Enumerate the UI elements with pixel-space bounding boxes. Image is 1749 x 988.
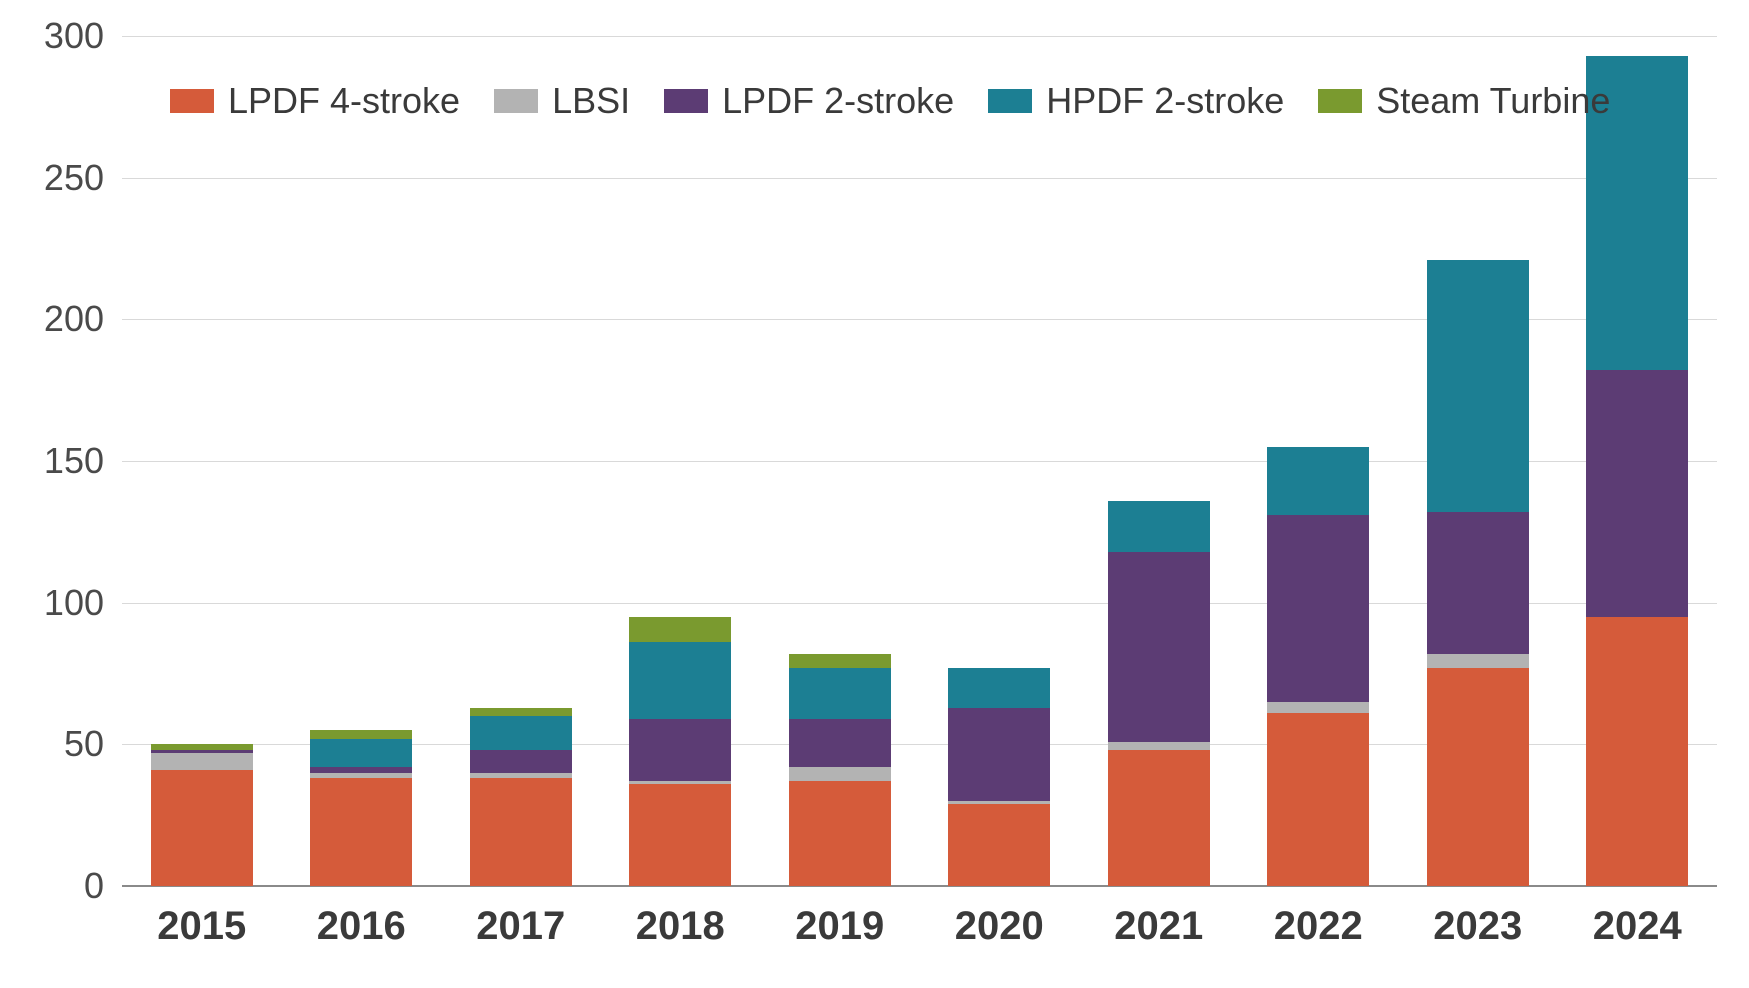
x-tick-label: 2015 — [157, 886, 246, 949]
bar-group — [629, 36, 731, 886]
bar-group — [948, 36, 1050, 886]
bar-segment-lbsi — [948, 801, 1050, 804]
bar-segment-hpdf2 — [1108, 501, 1210, 552]
bar-group — [1108, 36, 1210, 886]
bar-segment-lpdf2 — [151, 750, 253, 753]
bar-segment-lbsi — [310, 773, 412, 779]
bar-group — [1586, 36, 1688, 886]
bar-segment-steam — [789, 654, 891, 668]
bar-segment-lpdf4 — [310, 778, 412, 886]
x-tick-label: 2016 — [317, 886, 406, 949]
legend-item-lpdf4: LPDF 4-stroke — [170, 80, 460, 122]
legend: LPDF 4-stroke LBSI LPDF 2-stroke HPDF 2-str… — [170, 80, 1610, 122]
bar-segment-lpdf4 — [1586, 617, 1688, 886]
legend-item-lpdf2: LPDF 2-stroke — [664, 80, 954, 122]
x-tick-label: 2019 — [795, 886, 884, 949]
bar-segment-lpdf4 — [1427, 668, 1529, 886]
bar-segment-hpdf2 — [948, 668, 1050, 708]
bar-segment-lbsi — [1108, 742, 1210, 751]
bar-segment-lpdf2 — [310, 767, 412, 773]
y-tick-label: 50 — [64, 723, 122, 765]
bar-segment-lpdf4 — [629, 784, 731, 886]
legend-swatch — [988, 89, 1032, 113]
bar-segment-lpdf2 — [1427, 512, 1529, 654]
bar-segment-hpdf2 — [470, 716, 572, 750]
bar-segment-lpdf2 — [1108, 552, 1210, 742]
bar-segment-lbsi — [1427, 654, 1529, 668]
x-tick-label: 2022 — [1274, 886, 1363, 949]
bar-segment-hpdf2 — [1267, 447, 1369, 515]
legend-label: HPDF 2-stroke — [1046, 80, 1284, 122]
bar-segment-lpdf2 — [629, 719, 731, 781]
bar-segment-lpdf2 — [1586, 370, 1688, 617]
x-tick-label: 2020 — [955, 886, 1044, 949]
bar-segment-steam — [310, 730, 412, 739]
bar-segment-hpdf2 — [310, 739, 412, 767]
y-tick-label: 250 — [44, 157, 122, 199]
legend-label: LPDF 2-stroke — [722, 80, 954, 122]
legend-swatch — [1318, 89, 1362, 113]
bar-segment-lpdf4 — [1267, 713, 1369, 886]
bar-segment-lpdf2 — [948, 708, 1050, 802]
bar-segment-lpdf4 — [789, 781, 891, 886]
bar-segment-steam — [470, 708, 572, 717]
bar-group — [1427, 36, 1529, 886]
y-tick-label: 200 — [44, 298, 122, 340]
x-tick-label: 2024 — [1593, 886, 1682, 949]
x-tick-label: 2017 — [476, 886, 565, 949]
bar-segment-hpdf2 — [789, 668, 891, 719]
bar-segment-lpdf4 — [948, 804, 1050, 886]
plot-area: 0501001502002503002015201620172018201920… — [122, 36, 1717, 886]
legend-label: LPDF 4-stroke — [228, 80, 460, 122]
x-tick-label: 2023 — [1433, 886, 1522, 949]
legend-item-hpdf2: HPDF 2-stroke — [988, 80, 1284, 122]
bar-segment-steam — [151, 744, 253, 750]
y-tick-label: 0 — [84, 865, 122, 907]
bar-segment-lpdf4 — [470, 778, 572, 886]
legend-item-lbsi: LBSI — [494, 80, 630, 122]
bar-segment-lpdf2 — [789, 719, 891, 767]
stacked-bar-chart: 0 50 100 150 200 250 300 2015 2016 2017 2018 2019 20… — [0, 0, 1749, 988]
legend-swatch — [170, 89, 214, 113]
y-tick-label: 100 — [44, 582, 122, 624]
x-tick-label: 2018 — [636, 886, 725, 949]
bar-group — [151, 36, 253, 886]
x-tick-label: 2021 — [1114, 886, 1203, 949]
bar-segment-lbsi — [151, 753, 253, 770]
bar-segment-hpdf2 — [1427, 260, 1529, 512]
legend-label: LBSI — [552, 80, 630, 122]
bar-segment-lpdf4 — [1108, 750, 1210, 886]
legend-item-steam: Steam Turbine — [1318, 80, 1610, 122]
y-tick-label: 300 — [44, 15, 122, 57]
bar-segment-lpdf2 — [1267, 515, 1369, 702]
bar-group — [310, 36, 412, 886]
bar-segment-hpdf2 — [629, 642, 731, 719]
bar-segment-lpdf2 — [470, 750, 572, 773]
bar-segment-lbsi — [1267, 702, 1369, 713]
bar-segment-lpdf4 — [151, 770, 253, 886]
legend-swatch — [494, 89, 538, 113]
bar-segment-steam — [629, 617, 731, 643]
legend-label: Steam Turbine — [1376, 80, 1610, 122]
y-tick-label: 150 — [44, 440, 122, 482]
bar-group — [470, 36, 572, 886]
legend-swatch — [664, 89, 708, 113]
bar-group — [789, 36, 891, 886]
bar-segment-lbsi — [470, 773, 572, 779]
bar-segment-lbsi — [789, 767, 891, 781]
bar-segment-lbsi — [629, 781, 731, 784]
bar-group — [1267, 36, 1369, 886]
